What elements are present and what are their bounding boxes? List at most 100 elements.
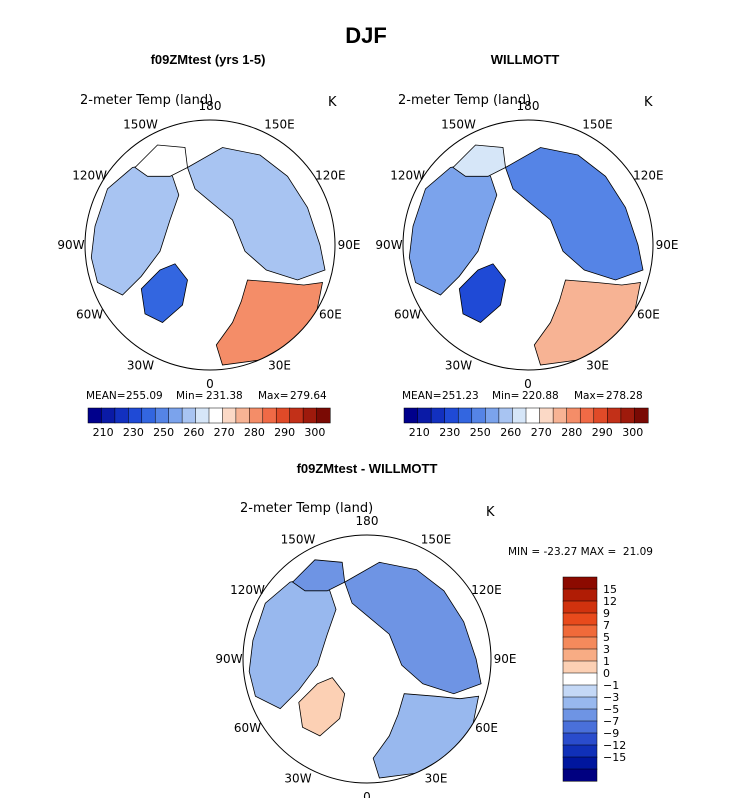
colorbar-cell	[512, 407, 527, 424]
longitude-label: 180	[199, 99, 222, 113]
colorbar-cell	[403, 407, 419, 424]
colorbar-cell	[539, 407, 554, 424]
longitude-label: 150W	[441, 118, 476, 132]
panel-subtitle: 2-meter Temp (land)	[398, 93, 531, 108]
longitude-label: 30W	[284, 772, 311, 786]
colorbar-cell	[181, 407, 197, 424]
panel-units: K	[644, 95, 653, 110]
panel-observed: WILLMOTT 2-meter Temp (land) K 180 150E 12…	[375, 52, 678, 439]
colorbar-tick-label: 260	[500, 426, 521, 439]
colorbar-tick-label: 280	[244, 426, 265, 439]
land-region-siberia	[505, 147, 644, 281]
colorbar-cell	[566, 407, 581, 424]
longitude-label: 60W	[76, 308, 103, 322]
colorbar-cell	[620, 407, 636, 424]
colorbar-cell	[485, 407, 500, 424]
stat-min: 231.38	[206, 390, 243, 402]
colorbar-tick-label: 12	[603, 595, 617, 608]
colorbar-tick-label: 270	[531, 426, 552, 439]
longitude-label: 60E	[637, 308, 660, 322]
colorbar-tick-label: 290	[592, 426, 613, 439]
map-disc	[403, 120, 653, 370]
colorbar-tick-label: 3	[603, 643, 610, 656]
colorbar-cell	[562, 636, 598, 650]
longitude-label: 90W	[57, 238, 84, 252]
colorbar-cell	[562, 672, 598, 686]
panel-units: K	[328, 95, 337, 110]
colorbar-tick-label: 0	[603, 667, 610, 680]
longitude-label: 90W	[215, 652, 242, 666]
colorbar-cell	[222, 407, 237, 424]
land-region-canada	[248, 576, 337, 710]
colorbar-tick-label: 300	[622, 426, 643, 439]
stat-max-label: Max=	[258, 390, 289, 402]
longitude-label: 30W	[445, 358, 472, 372]
map-disc	[85, 120, 335, 370]
land-region-siberia	[344, 561, 482, 695]
colorbar-cell	[562, 696, 598, 710]
longitude-label: 120W	[230, 583, 265, 597]
colorbar-tick-label: 250	[153, 426, 174, 439]
land-region-canada	[408, 162, 498, 296]
colorbar-tick-label: −3	[603, 691, 619, 704]
colorbar-tick-label: 210	[409, 426, 430, 439]
colorbar-cell	[562, 576, 598, 590]
colorbar-tick-label: 250	[470, 426, 491, 439]
colorbar-cell	[457, 407, 473, 424]
colorbar-cell	[607, 407, 622, 424]
colorbar-tick-label: 270	[214, 426, 235, 439]
colorbar-cell	[525, 407, 541, 424]
colorbar-cell	[562, 720, 598, 734]
longitude-label: 60W	[234, 721, 261, 735]
colorbar-tick-label: 300	[304, 426, 325, 439]
stat-mean: 251.23	[442, 390, 479, 402]
longitude-label: 90W	[375, 238, 402, 252]
longitude-label: 180	[517, 99, 540, 113]
colorbar-cell	[289, 407, 304, 424]
land-region-alaska	[291, 559, 346, 592]
longitude-label: 60E	[319, 308, 342, 322]
colorbar-cell	[579, 407, 595, 424]
colorbar-tick-label: 5	[603, 631, 610, 644]
longitude-labels: 180 150E 120E 90E 60E 30E 0 30W 60W 90W 120W 150W	[215, 514, 516, 798]
colorbar-cell	[417, 407, 432, 424]
map-border	[84, 119, 336, 371]
stat-max: 279.64	[290, 390, 327, 402]
colorbar-cell	[275, 407, 291, 424]
colorbar-tick-label: −7	[603, 715, 619, 728]
panel-subtitle: 2-meter Temp (land)	[240, 501, 373, 516]
stat-max-label: Max=	[574, 390, 605, 402]
land-region-siberia	[187, 147, 326, 281]
land-region-greenland	[140, 263, 188, 323]
colorbar-cell	[87, 407, 102, 424]
colorbar-cell	[168, 407, 183, 424]
colorbar-cell	[141, 407, 156, 424]
colorbar-cell	[562, 756, 598, 770]
colorbar-tick-label: 230	[439, 426, 460, 439]
panel-difference: f09ZMtest - WILLMOTT 2-meter Temp (land)…	[215, 461, 653, 798]
land-regions	[248, 559, 482, 779]
colorbar-cell	[562, 744, 598, 758]
land-region-greenland	[458, 263, 506, 323]
colorbar-cell	[562, 732, 598, 746]
longitude-label: 30E	[586, 358, 609, 372]
colorbar-tick-label: −15	[603, 751, 626, 764]
colorbar-cell	[562, 684, 598, 698]
land-region-canada	[90, 162, 180, 296]
colorbar-tick-label: −9	[603, 727, 619, 740]
stat-min: 220.88	[522, 390, 559, 402]
longitude-label: 150W	[123, 118, 158, 132]
panel-model: f09ZMtest (yrs 1-5) 2-meter Temp (land) …	[57, 52, 360, 439]
range-text: MIN = -23.27 MAX = 21.09	[508, 546, 653, 558]
colorbar-cell	[154, 407, 170, 424]
colorbar-tick-label: 260	[183, 426, 204, 439]
panel-title: f09ZMtest - WILLMOTT	[297, 461, 438, 476]
colorbar: 210 230 250 260 270 280 290 300	[403, 407, 649, 439]
longitude-label: 30W	[127, 358, 154, 372]
colorbar-cell	[128, 407, 143, 424]
longitude-label: 0	[363, 790, 371, 798]
colorbar-cell	[498, 407, 514, 424]
colorbar-tick-label: 1	[603, 655, 610, 668]
